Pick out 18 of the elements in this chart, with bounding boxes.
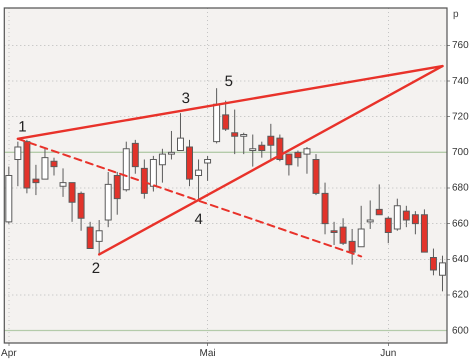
annotation: 4	[194, 210, 203, 228]
annotation: 1	[18, 118, 27, 136]
annotation: 5	[224, 73, 233, 90]
annotation: 2	[92, 260, 100, 278]
y-tick-label: 660	[452, 218, 470, 230]
x-tick-label: Apr	[1, 348, 18, 359]
x-tick-label: Mai	[200, 348, 216, 359]
y-tick-label: 740	[452, 76, 470, 87]
y-tick-label: 760	[452, 40, 470, 52]
y-tick-label: 680	[452, 182, 470, 194]
y-tick-label: 600	[452, 325, 470, 336]
y-tick-label: 640	[452, 254, 470, 265]
y-axis-title: p	[453, 8, 459, 20]
x-tick-label: Jun	[380, 348, 396, 359]
y-tick-label: 720	[452, 111, 470, 122]
y-tick-label: 620	[452, 290, 470, 301]
y-tick-label: 700	[452, 147, 470, 158]
annotation: 3	[182, 90, 190, 107]
